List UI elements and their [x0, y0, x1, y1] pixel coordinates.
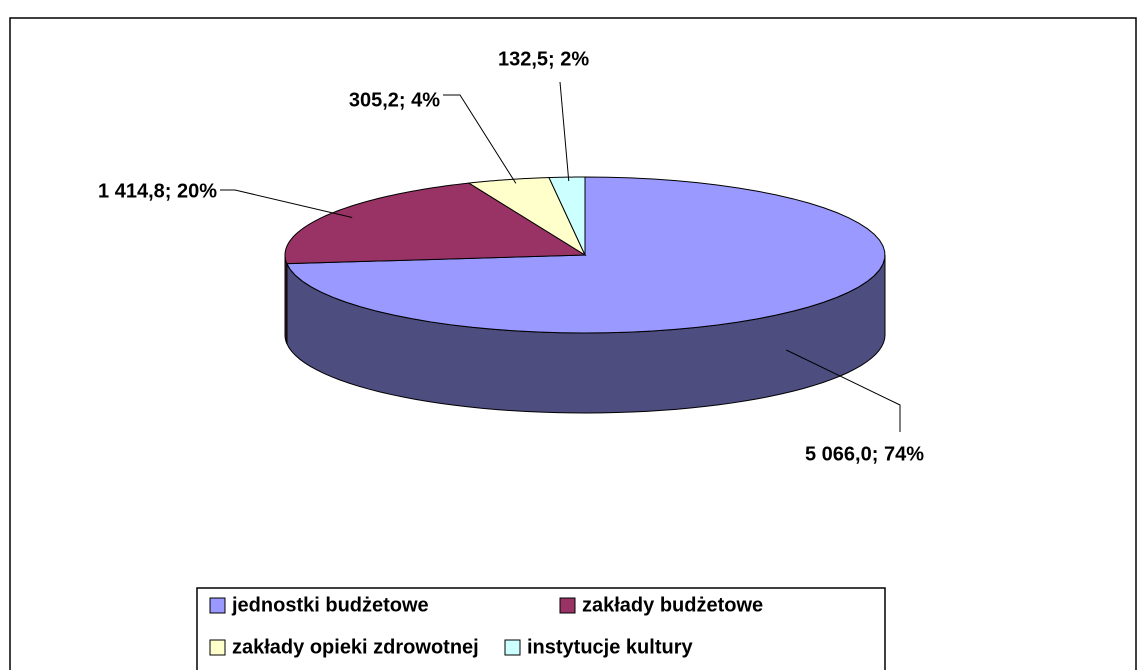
data-label: 305,2; 4% — [349, 89, 440, 111]
legend-label: zakłady opieki zdrowotnej — [232, 636, 479, 658]
leader-line — [220, 189, 353, 218]
data-label: 1 414,8; 20% — [98, 180, 217, 202]
pie-slice — [548, 176, 586, 256]
legend-swatch — [559, 597, 576, 614]
leader-line — [443, 94, 517, 184]
legend-swatch — [209, 597, 226, 614]
leader-line — [786, 349, 901, 432]
pie-slice — [467, 177, 587, 257]
leader-line — [559, 81, 570, 182]
legend-label: instytucje kultury — [527, 636, 693, 658]
legend-label: jednostki budżetowe — [231, 594, 429, 616]
legend-swatch — [504, 639, 521, 656]
legend-label: zakłady budżetowe — [582, 594, 763, 616]
data-label: 132,5; 2% — [498, 48, 589, 70]
data-label: 5 066,0; 74% — [805, 443, 924, 465]
pie-side — [284, 254, 288, 344]
legend-box — [196, 587, 886, 670]
pie-slice — [284, 182, 587, 265]
legend-swatch — [209, 639, 226, 656]
